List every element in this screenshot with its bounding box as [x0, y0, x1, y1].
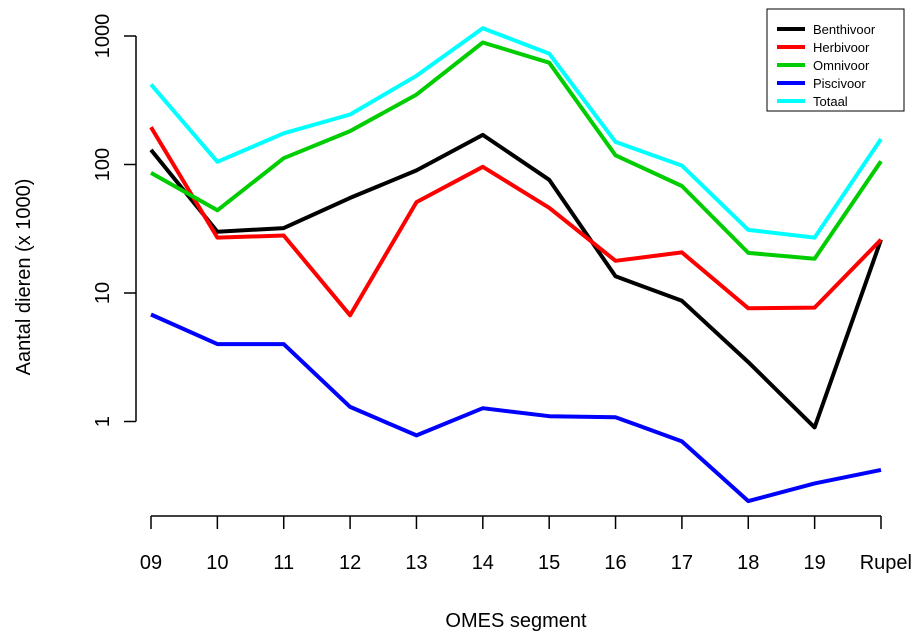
y-tick-label: 1 [92, 416, 114, 427]
legend-box [766, 8, 905, 112]
series-line-totaal [149, 26, 883, 240]
x-tick-label: 09 [140, 552, 162, 574]
legend-label: Piscivoor [813, 76, 866, 91]
legend-label: Totaal [813, 94, 848, 109]
x-tick-label: 15 [538, 552, 560, 574]
series-line-benthivoor [149, 132, 883, 430]
series-line-piscivoor [150, 312, 882, 504]
y-axis-label: Aantal dieren (x 1000) [13, 179, 35, 376]
x-tick-label: 19 [804, 552, 826, 574]
x-tick-label: 14 [472, 552, 494, 574]
x-tick-label: Rupel [860, 552, 912, 574]
x-tick-label: 11 [273, 552, 294, 574]
y-tick-label: 100 [92, 148, 114, 181]
x-tick-label: 10 [206, 552, 228, 574]
y-axis: 1 10 100 1000 [92, 14, 137, 427]
x-axis-label: OMES segment [445, 610, 587, 632]
x-tick-label: 12 [339, 552, 361, 574]
legend-label: Herbivoor [813, 40, 870, 55]
legend-label: Benthivoor [813, 22, 876, 37]
x-tick-label: 16 [604, 552, 626, 574]
x-axis: 09 10 11 12 13 14 15 16 17 18 19 Rupel [140, 515, 912, 574]
y-tick-label: 10 [92, 282, 114, 304]
legend-label: Omnivoor [813, 58, 870, 73]
series-line-herbivoor [149, 126, 883, 318]
x-tick-label: 13 [405, 552, 427, 574]
y-tick-label: 1000 [92, 14, 114, 59]
plot-lines [149, 26, 883, 504]
x-tick-label: 17 [671, 552, 693, 574]
legend: Benthivoor Herbivoor Omnivoor Piscivoor Tota… [766, 8, 905, 112]
x-tick-label: 18 [737, 552, 759, 574]
series-line-omnivoor [150, 40, 883, 261]
